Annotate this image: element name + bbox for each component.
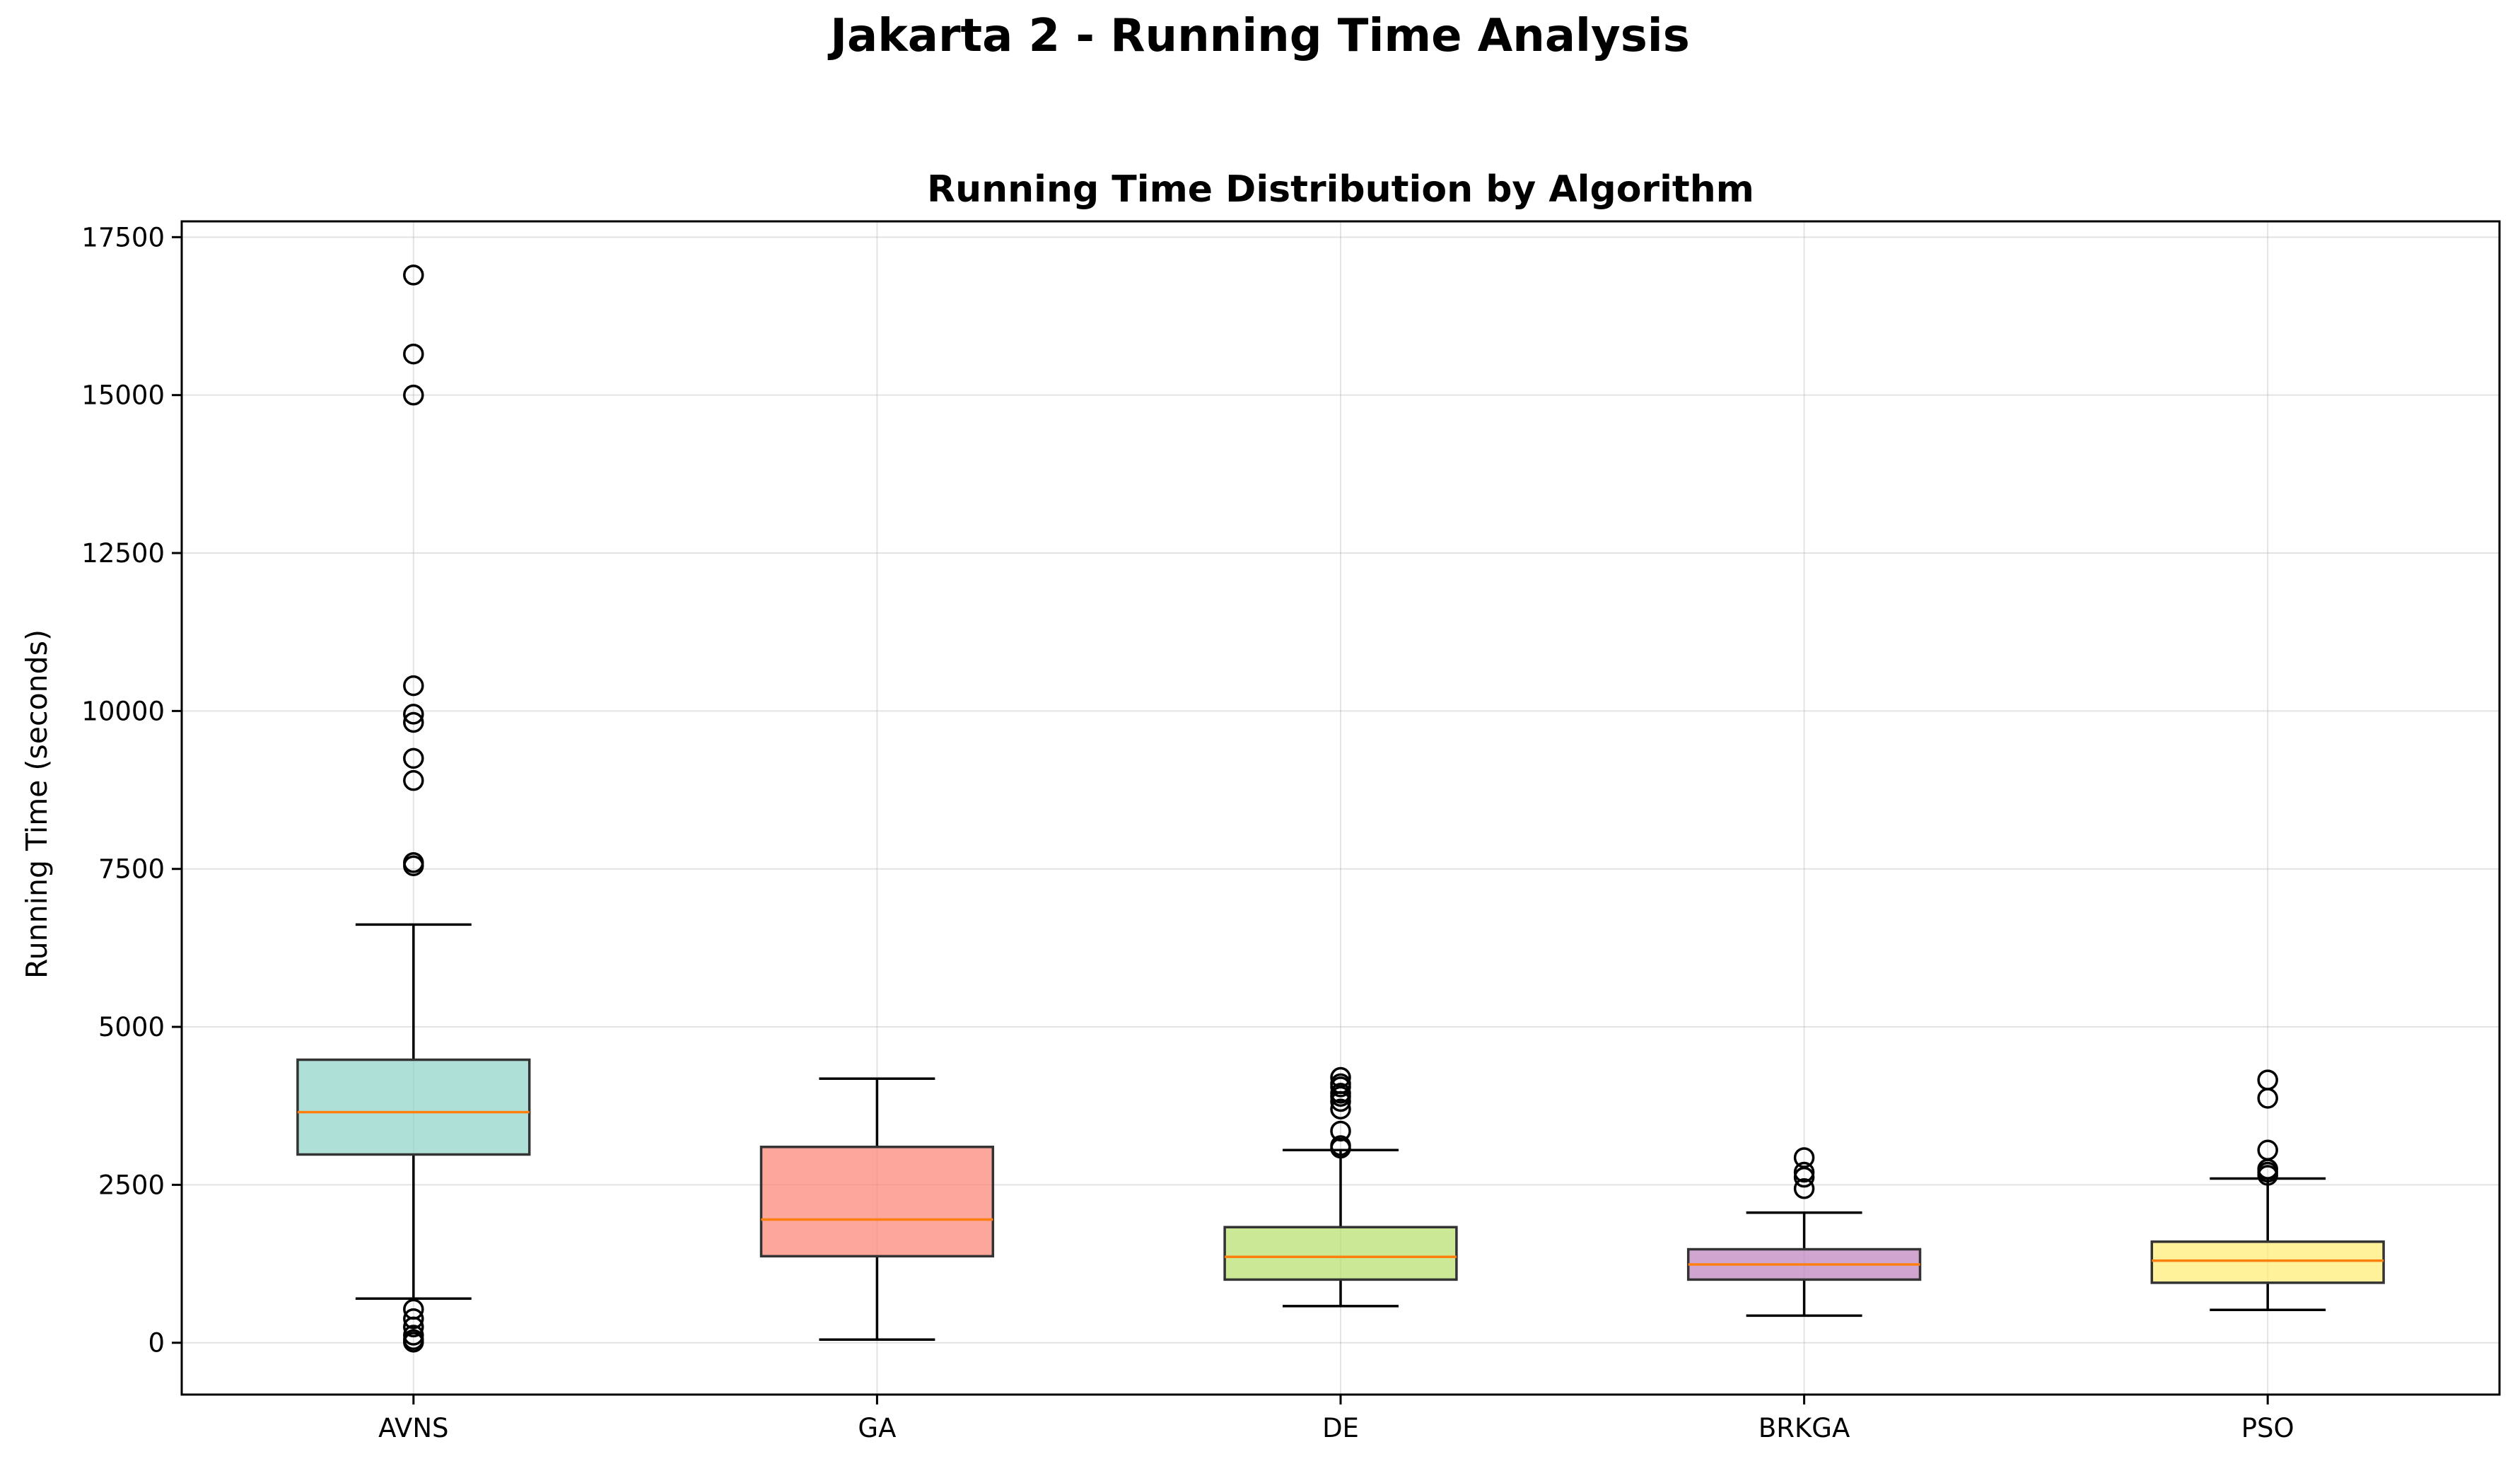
y-tick-label: 15000 — [81, 380, 165, 411]
outlier-point — [403, 1316, 424, 1338]
figure-suptitle: Jakarta 2 - Running Time Analysis — [830, 10, 1690, 62]
outlier-point — [403, 855, 424, 876]
box-avns — [296, 264, 531, 1353]
iqr-box — [759, 1146, 995, 1258]
iqr-box — [1223, 1226, 1458, 1281]
x-tick-label: AVNS — [378, 1413, 448, 1443]
outlier-point — [1330, 1076, 1351, 1098]
outlier-point — [1793, 1178, 1815, 1199]
outlier-point — [2257, 1088, 2278, 1109]
outlier-point — [2257, 1165, 2278, 1186]
outlier-point — [403, 675, 424, 697]
outlier-point — [1793, 1161, 1815, 1183]
y-tick-label: 17500 — [81, 222, 165, 252]
outlier-point — [1330, 1090, 1351, 1112]
outlier-point — [403, 747, 424, 769]
outlier-point — [1330, 1098, 1351, 1119]
outlier-point — [1330, 1137, 1351, 1159]
outlier-point — [403, 384, 424, 406]
box-de — [1223, 1066, 1458, 1308]
box-brkga — [1686, 1147, 1922, 1317]
outlier-point — [1330, 1086, 1351, 1107]
y-tick-label: 7500 — [98, 854, 165, 885]
outlier-point — [403, 769, 424, 791]
outlier-point — [403, 1332, 424, 1353]
box-ga — [759, 1077, 995, 1342]
chart-title: Running Time Distribution by Algorithm — [927, 168, 1754, 211]
outlier-point — [403, 264, 424, 286]
x-tick-label: GA — [858, 1413, 896, 1443]
iqr-box — [296, 1058, 531, 1156]
outlier-point — [403, 711, 424, 733]
outlier-point — [403, 343, 424, 365]
y-tick-label: 0 — [148, 1328, 165, 1359]
x-tick-label: BRKGA — [1758, 1413, 1850, 1443]
outlier-point — [1330, 1120, 1351, 1142]
outlier-point — [1793, 1166, 1815, 1188]
axes: 0 2500 5000 7500 10000 12500 15000 17500 AVNS GA D… — [81, 220, 2501, 1443]
box-pso — [2150, 1069, 2385, 1312]
y-tick-label: 5000 — [98, 1012, 165, 1042]
y-tick-label: 12500 — [81, 538, 165, 569]
outlier-point — [403, 1308, 424, 1330]
outlier-point — [403, 704, 424, 725]
y-tick-label: 10000 — [81, 696, 165, 726]
x-tick-label: DE — [1322, 1413, 1359, 1443]
iqr-box — [2150, 1240, 2385, 1284]
y-tick-label: 2500 — [98, 1170, 165, 1200]
y-axis-label: Running Time (seconds) — [20, 629, 54, 979]
boxes — [296, 264, 2385, 1353]
x-tick-label: PSO — [2241, 1413, 2294, 1443]
